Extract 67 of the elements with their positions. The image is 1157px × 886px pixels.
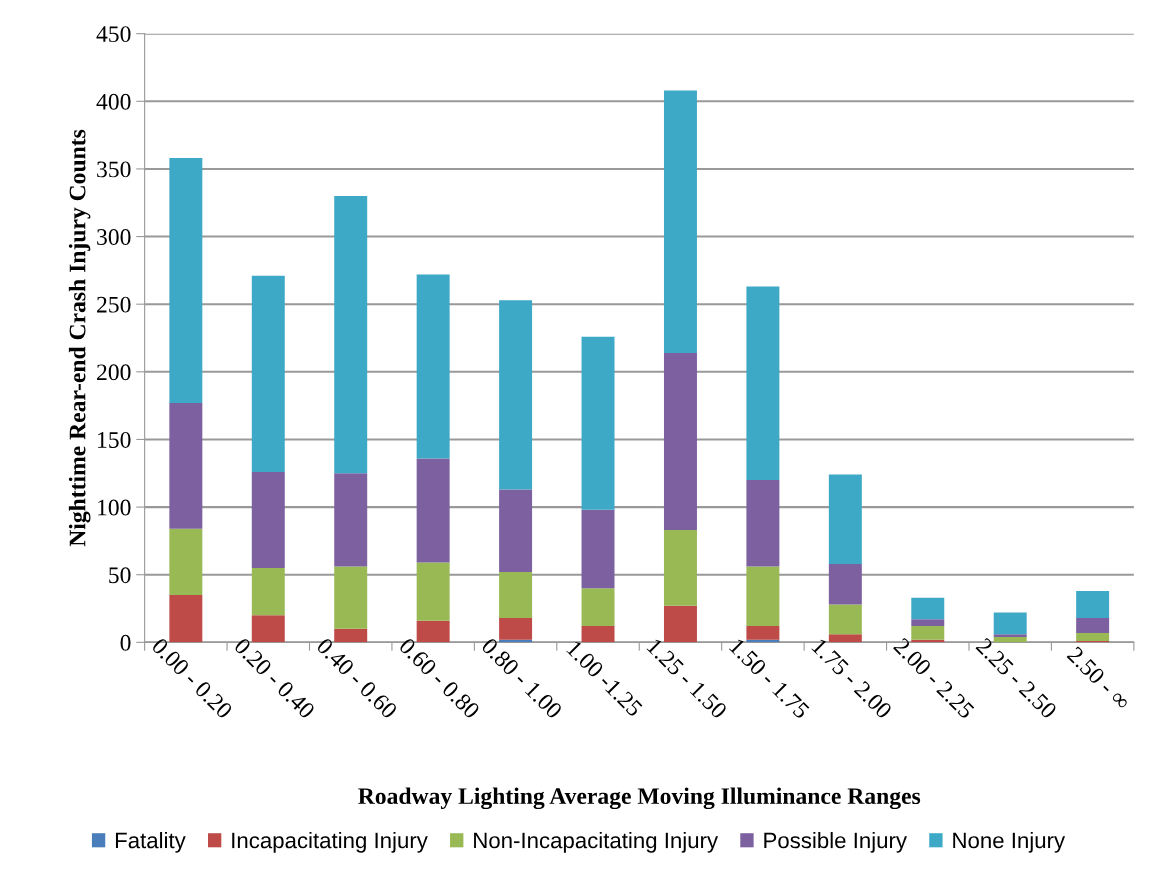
bar [993,634,1027,637]
x-tick-label: 1.00 -1.25 [565,639,644,718]
bar [828,563,862,605]
bar [746,286,780,481]
bar [416,274,450,459]
x-tick-label: 0.40 - 0.60 [315,637,399,720]
x-tick-label: 0.20 - 0.40 [233,637,316,720]
bar [499,300,533,490]
y-tick-label: 0 [120,634,131,651]
bar [828,474,862,564]
bar [746,480,780,567]
y-tick-label: 250 [97,296,131,313]
x-tick-label: 0.60 - 0.80 [398,637,481,720]
y-axis-title: Nighttime Rear-end Crash Injury Counts [68,129,91,547]
y-tick-label: 400 [96,93,131,110]
bar [993,612,1027,635]
bar [581,588,615,627]
x-tick-label: 2.25 - 2.50 [975,637,1058,720]
x-tick-label: 2.50 - ∞ [1066,645,1132,711]
bar [1076,632,1110,641]
x-tick-label: 1.75 - 2.00 [811,637,893,720]
x-tick-label: 1.50 - 1.75 [728,637,811,720]
bar [746,626,780,640]
bar [334,195,368,474]
bar [663,530,697,606]
x-tick-label: 0.00 - 0.20 [150,637,234,720]
bar [581,336,615,510]
bar [416,458,450,563]
legend-label: Incapacitating Injury [232,831,428,853]
bar [1076,590,1110,618]
y-tick-label: 100 [98,499,131,516]
bar [334,566,368,629]
x-axis-title: Roadway Lighting Average Moving Illuminance Ranges [358,787,921,810]
bar [251,275,285,472]
bar [1076,618,1110,633]
bar [334,473,368,567]
bar [169,158,203,403]
x-tick-label: 2.00 - 2.25 [892,637,976,720]
y-tick-label: 350 [97,161,131,178]
bar [581,626,615,643]
bar [828,604,862,635]
bar [581,509,615,589]
bar [251,567,285,616]
legend-label: Fatality [115,831,186,853]
bar [663,90,697,353]
bar [911,626,945,640]
bar [416,562,450,621]
x-tick-label: 1.25 - 1.50 [646,637,728,720]
bar [499,618,533,640]
legend-label: Possible Injury [764,831,907,853]
x-tick-label: 0.80 - 1.00 [480,637,564,720]
bar [169,528,203,596]
bar [499,572,533,618]
bar [663,352,697,531]
bar [499,489,533,573]
bar [169,402,203,529]
y-tick-label: 450 [96,26,131,43]
y-tick-label: 200 [97,364,131,381]
legend-label: Non-Incapacitating Injury [474,831,719,853]
bar [911,619,945,627]
y-tick-label: 50 [109,567,131,584]
y-tick-label: 300 [97,229,131,245]
bar [911,597,945,620]
bar [251,471,285,568]
bar [746,566,780,627]
y-tick-label: 150 [98,431,131,448]
legend-label: None Injury [953,831,1066,853]
